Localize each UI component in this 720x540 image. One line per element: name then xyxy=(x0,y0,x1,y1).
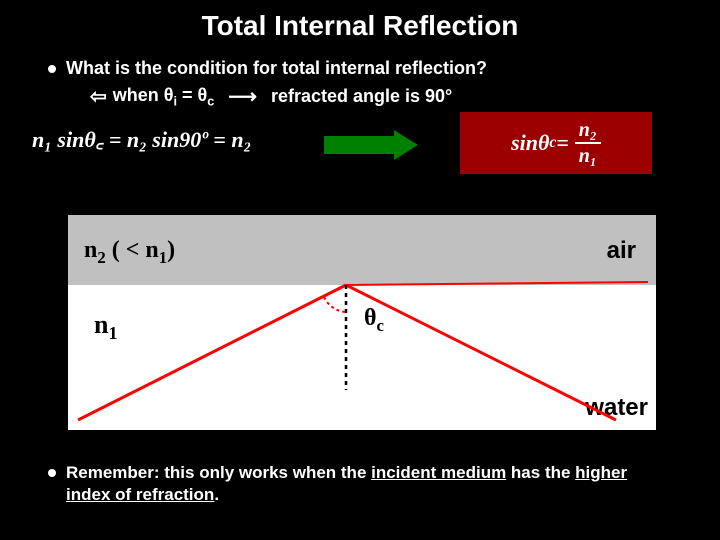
remember-text: Remember: this only works when the incid… xyxy=(66,462,668,506)
question-row: What is the condition for total internal… xyxy=(48,58,487,79)
bullet-icon xyxy=(48,65,56,73)
snell-equation: n₁ sinθ꜀ = n₂ sin90º = n₂ xyxy=(32,124,251,154)
condition-when: when θi = θc xyxy=(113,85,215,109)
condition-row: ⇦ when θi = θc ⟶ refracted angle is 90° xyxy=(90,84,452,109)
slide-title: Total Internal Reflection xyxy=(0,0,720,42)
refracted-ray xyxy=(346,282,648,285)
sin-equation: sinθc = n₂ n₁ xyxy=(511,120,601,166)
reflected-ray xyxy=(346,285,616,420)
condition-result: refracted angle is 90° xyxy=(271,86,452,107)
bullet-icon xyxy=(48,469,56,477)
left-arrow-icon: ⇦ xyxy=(90,87,107,107)
angle-arc xyxy=(324,297,346,312)
question-text: What is the condition for total internal… xyxy=(66,58,487,79)
result-box: sinθc = n₂ n₁ xyxy=(460,112,652,174)
ray-svg xyxy=(68,215,656,430)
green-arrow-icon xyxy=(324,130,424,160)
tir-diagram: n2 ( < n1) air n1 water θc xyxy=(68,215,656,430)
incident-ray xyxy=(78,285,346,420)
remember-row: Remember: this only works when the incid… xyxy=(48,462,668,506)
right-arrow-icon: ⟶ xyxy=(228,84,257,109)
